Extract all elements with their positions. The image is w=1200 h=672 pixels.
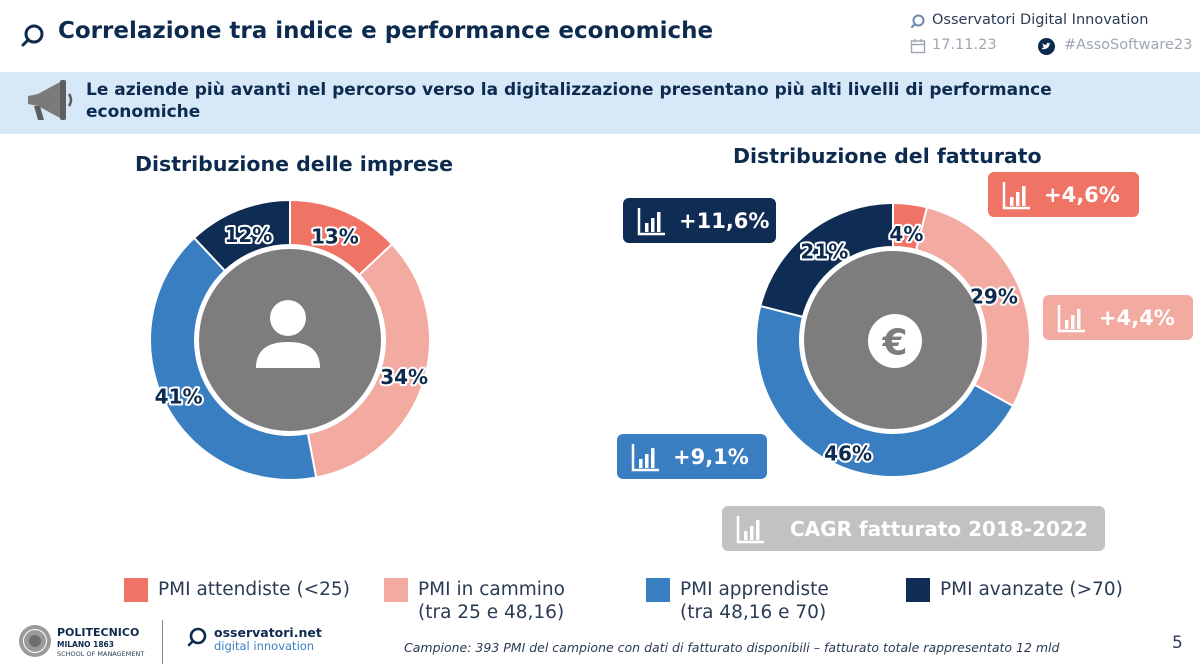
data-label-fatturato-attendiste: 4% [889, 222, 923, 246]
twitter-icon [1038, 38, 1055, 55]
legend-item-cammino: PMI in cammino (tra 25 e 48,16) [384, 578, 565, 624]
cagr-label: CAGR fatturato 2018-2022 [790, 516, 1088, 541]
legend-item-attendiste: PMI attendiste (<25) [124, 578, 350, 602]
key-message-text: Le aziende più avanti nel percorso verso… [86, 80, 1052, 122]
legend-label: PMI attendiste (<25) [158, 579, 350, 600]
osservatori-logo-icon [21, 24, 44, 47]
page-title: Correlazione tra indice e performance ec… [58, 18, 714, 44]
bar-chart-icon [637, 207, 665, 235]
legend-item-apprendiste: PMI apprendiste (tra 48,16 e 70) [646, 578, 829, 624]
politecnico-city: MILANO 1863 [57, 640, 114, 649]
data-label-fatturato-apprendiste: 46% [824, 441, 872, 465]
bar-chart-icon [631, 443, 659, 471]
politecnico-school: SCHOOL OF MANAGEMENT [57, 650, 145, 658]
org-name: Osservatori Digital Innovation [932, 12, 1149, 28]
osservatori-net-name: osservatori.net [214, 625, 322, 640]
euro-icon: € [868, 314, 922, 368]
cagr-badge-cammino: +4,4% [1043, 295, 1193, 340]
chart-title-imprese: Distribuzione delle imprese [135, 152, 453, 176]
donut-slice-imprese-cammino [306, 242, 431, 479]
cagr-badge-attendiste: +4,6% [988, 172, 1139, 217]
sample-footnote: Campione: 393 PMI del campione con dati … [404, 640, 1060, 655]
osservatori-net-logo-icon [187, 627, 207, 647]
cagr-value-attendiste: +4,6% [1044, 182, 1120, 207]
legend-label: PMI apprendiste [680, 579, 829, 600]
bar-chart-icon [1057, 304, 1085, 332]
legend-swatch-avanzate [906, 578, 930, 602]
bar-chart-icon [1002, 181, 1030, 209]
data-label-imprese-attendiste: 13% [311, 224, 359, 248]
event-date: 17.11.23 [932, 37, 997, 53]
legend-label: PMI in cammino [418, 579, 565, 600]
cagr-value-apprendiste: +9,1% [673, 444, 749, 469]
legend-swatch-cammino [384, 578, 408, 602]
legend-swatch-attendiste [124, 578, 148, 602]
legend-sublabel: (tra 25 e 48,16) [418, 602, 565, 623]
cagr-badge-apprendiste: +9,1% [617, 434, 767, 479]
politecnico-name: POLITECNICO [57, 626, 140, 639]
bar-chart-icon [736, 515, 764, 543]
data-label-fatturato-avanzate: 21% [800, 240, 848, 264]
osservatori-small-logo-icon [911, 14, 925, 28]
cagr-value-cammino: +4,4% [1099, 305, 1175, 330]
megaphone-icon [28, 80, 73, 120]
donut-slice-fatturato-avanzate [759, 201, 894, 319]
legend-sublabel: (tra 48,16 e 70) [680, 602, 827, 623]
donut-slice-imprese-avanzate [192, 198, 291, 273]
calendar-icon [910, 39, 926, 54]
person-icon [256, 300, 320, 368]
donut-slice-fatturato-apprendiste [755, 304, 1015, 478]
page-number: 5 [1172, 633, 1183, 653]
data-label-imprese-cammino: 34% [380, 365, 428, 389]
svg-text:€: € [881, 323, 907, 364]
donut-center-imprese [199, 249, 381, 431]
key-message-banner [0, 72, 1200, 134]
legend-label: PMI avanzate (>70) [940, 579, 1123, 600]
event-hashtag: #AssoSoftware23 [1064, 37, 1193, 53]
chart-title-fatturato: Distribuzione del fatturato [733, 144, 1042, 168]
footer-divider [162, 620, 163, 664]
legend-item-avanzate: PMI avanzate (>70) [906, 578, 1123, 602]
data-label-fatturato-cammino: 29% [970, 284, 1018, 308]
osservatori-net-tagline: digital innovation [214, 639, 315, 653]
data-label-imprese-avanzate: 12% [224, 223, 272, 247]
legend-swatch-apprendiste [646, 578, 670, 602]
cagr-value-avanzate: +11,6% [679, 208, 770, 233]
politecnico-seal-icon [19, 625, 51, 657]
cagr-badge-avanzate: +11,6% [623, 198, 776, 243]
cagr-legend-badge: CAGR fatturato 2018-2022 [722, 506, 1105, 551]
data-label-imprese-apprendiste: 41% [155, 385, 203, 409]
donut-slice-imprese-apprendiste [149, 236, 318, 481]
